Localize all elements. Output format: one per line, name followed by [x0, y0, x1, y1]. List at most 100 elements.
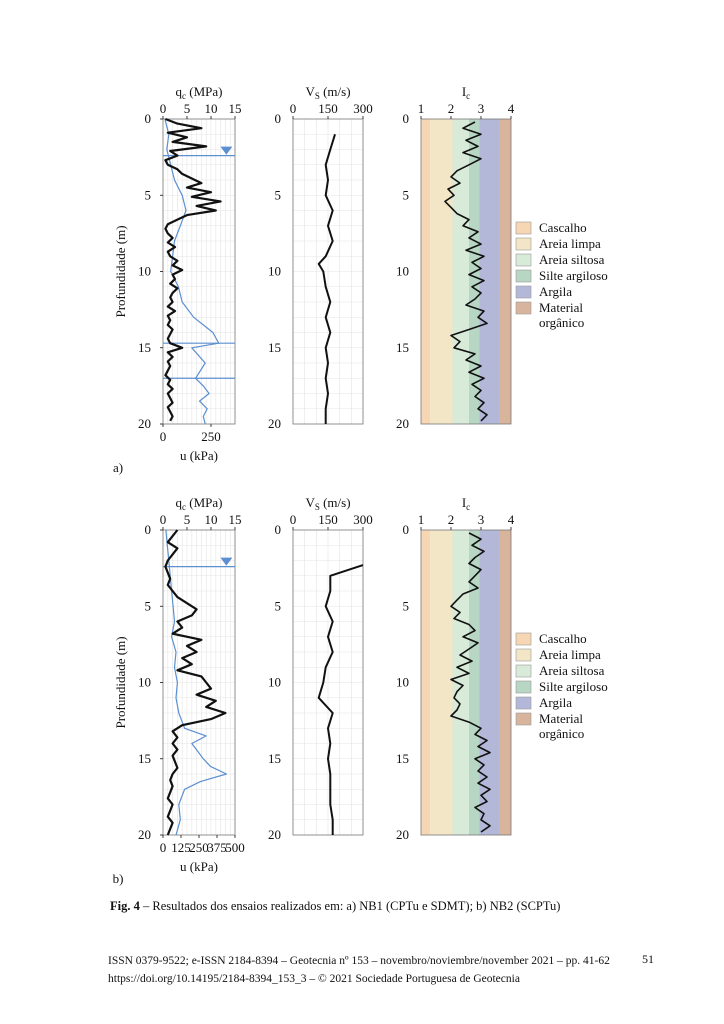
page-number: 51	[642, 952, 654, 966]
ic-depth-tick-label: 15	[396, 340, 409, 355]
ic-tick-label: 4	[508, 512, 515, 527]
ic-tick-label: 1	[418, 101, 425, 116]
depth-axis-title: Profundidade (m)	[113, 225, 128, 317]
ic-zone-band	[499, 119, 511, 424]
qc-series-line	[164, 117, 222, 422]
vs-depth-tick-label: 0	[275, 111, 282, 126]
ic-tick-label: 2	[448, 512, 455, 527]
u-tick-label: 250	[189, 840, 209, 855]
legend-label: Cascalho	[539, 631, 587, 646]
qc-tick-label: 0	[160, 512, 167, 527]
ic-depth-tick-label: 5	[403, 598, 410, 613]
ic-zone-band	[421, 119, 431, 424]
ic-plot-frame	[420, 529, 512, 836]
ic-zone-band	[452, 530, 469, 835]
ic-tick-label: 2	[448, 101, 455, 116]
qc-tick-label: 0	[160, 101, 167, 116]
legend-swatch	[515, 696, 532, 710]
vs-depth-tick-label: 20	[268, 827, 281, 842]
ic-axis-title: Ic	[462, 84, 470, 101]
legend-label: Argila	[539, 695, 572, 710]
legend-swatch	[515, 253, 532, 267]
ic-tick-label: 3	[478, 101, 485, 116]
legend-label: Silte argiloso	[539, 679, 608, 694]
depth-tick-label: 20	[138, 416, 151, 431]
legend-swatch	[515, 269, 532, 283]
qc-tick-label: 10	[205, 101, 218, 116]
ic-axis-title: Ic	[462, 495, 470, 512]
ic-zone-band	[479, 530, 499, 835]
depth-axis-title: Profundidade (m)	[113, 636, 128, 728]
vs-depth-tick-label: 20	[268, 416, 281, 431]
ic-depth-tick-label: 10	[396, 675, 409, 690]
water-table-marker	[220, 146, 233, 155]
legend-label: Material	[539, 711, 583, 726]
ic-zone-band	[499, 530, 511, 835]
legend-label: Areia limpa	[539, 236, 601, 251]
ic-tick-label: 1	[418, 512, 425, 527]
vs-tick-label: 0	[290, 101, 297, 116]
ic-depth-tick-label: 20	[396, 827, 409, 842]
figure-caption-text: – Resultados dos ensaios realizados em: …	[139, 899, 561, 913]
u-tick-label: 125	[171, 840, 191, 855]
page-footer: ISSN 0379-9522; e-ISSN 2184-8394 – Geote…	[108, 952, 610, 988]
ic-depth-tick-label: 20	[396, 416, 409, 431]
ic-plot-frame	[420, 118, 512, 425]
vs-depth-tick-label: 0	[275, 522, 282, 537]
vs-axis-title: VS (m/s)	[305, 495, 350, 512]
vs-depth-tick-label: 5	[275, 598, 282, 613]
water-table-marker	[220, 557, 233, 566]
ic-depth-tick-label: 0	[403, 522, 410, 537]
vs-tick-label: 150	[318, 101, 338, 116]
figure-caption: Fig. 4 – Resultados dos ensaios realizad…	[110, 899, 560, 914]
legend-label: Areia siltosa	[539, 252, 605, 267]
u-tick-label: 0	[160, 429, 167, 444]
legend-swatch	[515, 221, 532, 235]
ic-tick-label: 3	[478, 512, 485, 527]
vs-tick-label: 300	[353, 512, 373, 527]
ic-zone-band	[452, 119, 469, 424]
ic-zone-band	[479, 119, 499, 424]
legend-swatch	[515, 237, 532, 251]
legend-label: Material	[539, 300, 583, 315]
legend-label: Argila	[539, 284, 572, 299]
ic-zone-band	[430, 119, 453, 424]
ic-zone-band	[421, 530, 431, 835]
vs-depth-tick-label: 15	[268, 751, 281, 766]
legend-label: Areia siltosa	[539, 663, 605, 678]
u-tick-label: 250	[201, 429, 221, 444]
ic-tick-label: 4	[508, 101, 515, 116]
depth-tick-label: 0	[145, 522, 152, 537]
legend-label: orgânico	[539, 315, 584, 330]
legend-label: orgânico	[539, 726, 584, 741]
footer-issn: ISSN 0379-9522; e-ISSN 2184-8394 – Geote…	[108, 955, 610, 967]
qc-tick-label: 15	[229, 101, 242, 116]
panel-label: b)	[113, 871, 124, 886]
ic-series-line	[444, 121, 488, 422]
u-axis-title: u (kPa)	[180, 859, 218, 874]
vs-depth-tick-label: 15	[268, 340, 281, 355]
qc-series-line	[164, 529, 227, 836]
ic-depth-tick-label: 5	[403, 187, 410, 202]
ic-depth-tick-label: 10	[396, 264, 409, 279]
qc-tick-label: 5	[184, 512, 191, 527]
vs-series-line	[317, 564, 364, 835]
depth-tick-label: 15	[138, 340, 151, 355]
depth-tick-label: 10	[138, 675, 151, 690]
ic-zone-band	[430, 530, 453, 835]
legend-label: Cascalho	[539, 220, 587, 235]
vs-depth-tick-label: 10	[268, 264, 281, 279]
qc-tick-label: 5	[184, 101, 191, 116]
depth-tick-label: 10	[138, 264, 151, 279]
u-series-line	[164, 118, 220, 425]
legend-label: Silte argiloso	[539, 268, 608, 283]
legend-swatch	[515, 648, 532, 662]
legend-swatch	[515, 301, 532, 315]
ic-zone-band	[469, 530, 480, 835]
qc-axis-title: qc (MPa)	[176, 495, 223, 512]
qc-tick-label: 10	[205, 512, 218, 527]
legend-swatch	[515, 680, 532, 694]
legend-swatch	[515, 285, 532, 299]
